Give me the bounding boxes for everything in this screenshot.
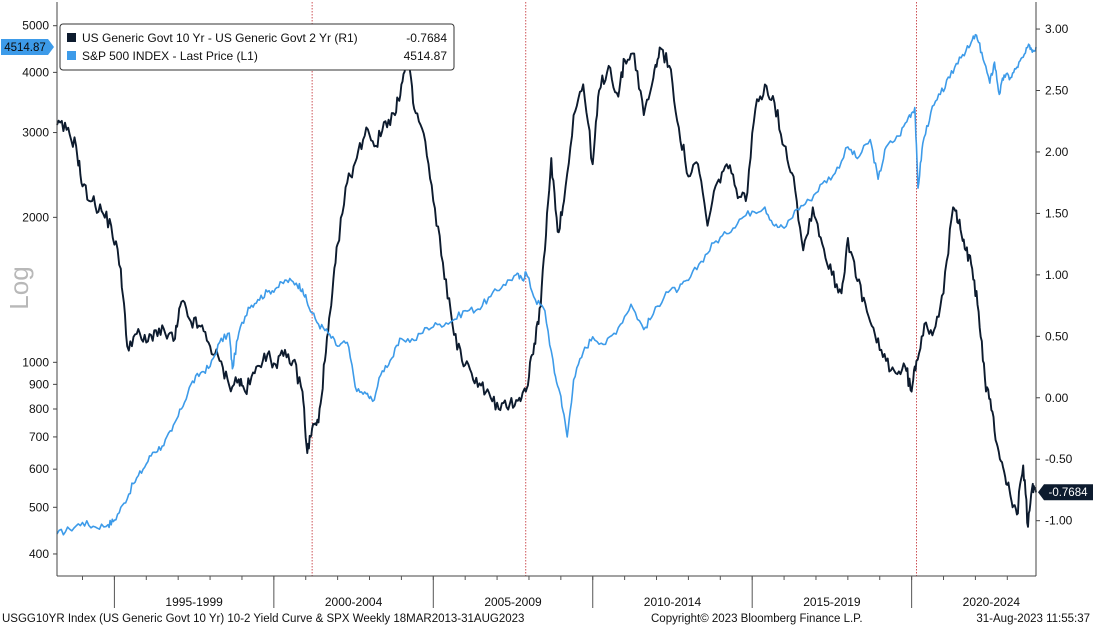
left-tick-label: 600 — [29, 462, 49, 476]
legend-value-spx: 4514.87 — [404, 49, 448, 63]
legend-box[interactable]: US Generic Govt 10 Yr - US Generic Govt … — [59, 23, 455, 71]
x-tick-label: 2005-2009 — [484, 595, 542, 609]
right-tick-label: 3.00 — [1045, 22, 1069, 36]
left-tick-label: 800 — [29, 402, 49, 416]
legend-label-spread: US Generic Govt 10 Yr - US Generic Govt … — [82, 31, 358, 45]
left-tick-label: 2000 — [22, 210, 49, 224]
right-tick-label: 2.00 — [1045, 145, 1069, 159]
footer-copyright: Copyright© 2023 Bloomberg Finance L.P. — [651, 613, 863, 625]
legend-swatch-spx — [67, 51, 76, 60]
x-tick-label: 2020-2024 — [963, 595, 1021, 609]
plot-background — [57, 2, 1036, 576]
spx-last-value-text: 4514.87 — [4, 42, 46, 54]
left-tick-label: 3000 — [22, 126, 49, 140]
right-tick-label: 1.00 — [1045, 268, 1069, 282]
legend-frame — [59, 23, 455, 71]
spread-line — [56, 46, 1037, 528]
left-tick-label: 400 — [29, 547, 49, 561]
left-tick-label: 5000 — [22, 19, 49, 33]
x-tick-label: 1995-1999 — [165, 595, 223, 609]
right-tick-label: 0.50 — [1045, 329, 1069, 343]
right-tick-label: 1.50 — [1045, 206, 1069, 220]
axes: 400 500 600 700 800 900 1000 2000 3000 4000 5000 Lo… — [4, 2, 1073, 609]
recession-lines — [311, 2, 917, 576]
right-tick-label: 0.00 — [1045, 391, 1069, 405]
spx-last-value-flag — [1, 39, 54, 56]
left-tick-label: 1000 — [22, 355, 49, 369]
x-tick-label: 2000-2004 — [325, 595, 383, 609]
spread-last-value-flag — [1038, 484, 1093, 501]
left-tick-label: 900 — [29, 377, 49, 391]
legend-swatch-spread — [67, 33, 76, 42]
spread-last-value-text: -0.7684 — [1048, 487, 1088, 499]
right-tick-label: -1.00 — [1045, 514, 1073, 528]
legend-label-spx: S&P 500 INDEX - Last Price (L1) — [82, 49, 258, 63]
x-tick-label: 2010-2014 — [644, 595, 702, 609]
footer-left-text: USGG10YR Index (US Generic Govt 10 Yr) 1… — [2, 613, 524, 625]
left-tick-label: 4000 — [22, 65, 49, 79]
right-tick-label: -0.50 — [1045, 452, 1073, 466]
left-tick-label: 700 — [29, 430, 49, 444]
left-tick-label: 500 — [29, 500, 49, 514]
right-tick-label: 2.50 — [1045, 83, 1069, 97]
plot-area — [57, 2, 1036, 576]
last-value-flags: 4514.87 -0.7684 — [1, 39, 1093, 501]
legend-value-spread: -0.7684 — [406, 31, 447, 45]
series-lines — [56, 33, 1037, 536]
x-tick-label: 2015-2019 — [803, 595, 861, 609]
spx-line — [56, 33, 1037, 536]
footer-timestamp: 31-Aug-2023 11:55:37 — [976, 613, 1090, 625]
left-axis-title: Log — [4, 266, 34, 309]
footer: USGG10YR Index (US Generic Govt 10 Yr) 1… — [2, 613, 1090, 625]
